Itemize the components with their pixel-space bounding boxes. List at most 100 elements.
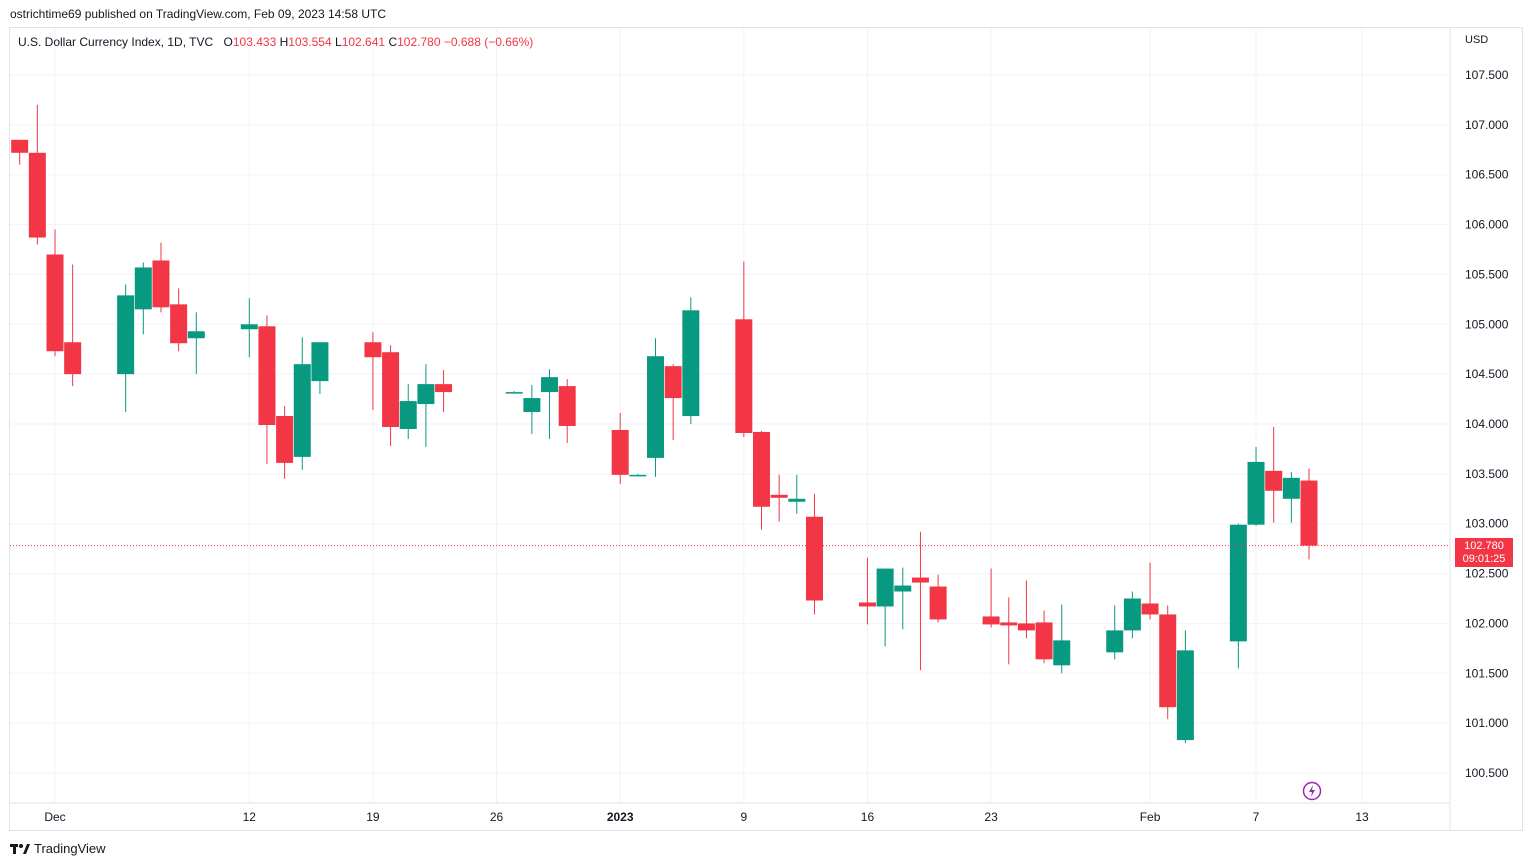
currency-label[interactable]: USD — [1465, 34, 1489, 46]
candle-body — [1176, 650, 1194, 741]
candle-body — [805, 516, 823, 601]
x-tick-label: 13 — [1355, 810, 1369, 824]
y-tick-label: 103.500 — [1465, 467, 1509, 481]
low-label: L — [335, 35, 342, 49]
y-tick-label: 107.000 — [1465, 118, 1509, 132]
y-tick-label: 102.500 — [1465, 567, 1509, 581]
high-label: H — [279, 35, 289, 49]
candle-body — [788, 498, 806, 502]
candle-body — [911, 577, 929, 583]
candle-body — [523, 398, 541, 413]
candle-body — [682, 310, 700, 417]
published-info: ostrichtime69 published on TradingView.c… — [10, 7, 386, 21]
x-tick-label: 9 — [740, 810, 747, 824]
candle-body — [152, 260, 170, 308]
candle-body — [1053, 640, 1071, 666]
candle-body — [134, 267, 152, 310]
candle-body — [11, 139, 29, 153]
x-tick-label: 2023 — [607, 810, 634, 824]
candle-body — [1000, 622, 1018, 626]
symbol-description[interactable]: U.S. Dollar Currency Index, 1D, TVC — [18, 35, 214, 49]
candle-body — [364, 342, 382, 358]
candle-body — [770, 494, 788, 498]
x-tick-label: 12 — [243, 810, 257, 824]
candle-body — [647, 356, 665, 458]
candle-body — [858, 602, 876, 607]
candle-body — [276, 416, 294, 463]
candle-body — [558, 386, 576, 426]
x-tick-label: 7 — [1253, 810, 1260, 824]
last-price-tag: 102.780 09:01:25 — [1455, 538, 1513, 567]
candle-body — [664, 366, 682, 399]
candle-body — [876, 568, 894, 607]
open-value: 103.433 — [232, 35, 277, 49]
high-value: 103.554 — [288, 35, 332, 49]
candle-body — [399, 401, 417, 429]
candle-body — [382, 352, 400, 427]
x-tick-label: 23 — [984, 810, 998, 824]
candle-body — [611, 429, 629, 475]
candle-body — [1159, 614, 1177, 708]
candle-body — [1141, 603, 1159, 615]
candle-body — [929, 586, 947, 620]
y-tick-label: 100.500 — [1465, 766, 1509, 780]
y-tick-label: 105.000 — [1465, 317, 1509, 331]
y-tick-label: 103.000 — [1465, 517, 1509, 531]
tradingview-brand[interactable]: TradingView — [10, 841, 106, 856]
candle-body — [1123, 598, 1141, 631]
candle-body — [1282, 477, 1300, 499]
candle-body — [240, 324, 258, 330]
candle-body — [894, 585, 912, 592]
candle-body — [28, 152, 46, 238]
close-label: C — [388, 35, 398, 49]
y-tick-label: 106.500 — [1465, 168, 1509, 182]
y-tick-label: 105.500 — [1465, 267, 1509, 281]
candle-body — [1265, 470, 1283, 491]
candle-body — [46, 254, 64, 352]
candle-body — [117, 295, 135, 375]
candle-body — [258, 326, 276, 425]
x-tick-label: 26 — [490, 810, 504, 824]
candle-body — [170, 304, 188, 344]
y-tick-label: 104.500 — [1465, 367, 1509, 381]
candle-body — [417, 384, 435, 405]
candle-body — [541, 377, 559, 393]
brand-name: TradingView — [34, 841, 106, 856]
y-tick-label: 102.000 — [1465, 616, 1509, 630]
candle-body — [64, 342, 82, 375]
y-tick-label: 101.500 — [1465, 666, 1509, 680]
tradingview-logo-icon — [10, 843, 30, 854]
last-price-value: 102.780 — [1464, 540, 1504, 552]
candle-body — [311, 342, 329, 382]
x-tick-label: 19 — [366, 810, 380, 824]
candle-body — [1106, 630, 1124, 653]
candle-body — [752, 431, 770, 507]
bar-countdown: 09:01:25 — [1462, 553, 1506, 565]
candle-body — [1229, 524, 1247, 642]
y-tick-label: 107.500 — [1465, 68, 1509, 82]
chart-frame[interactable] — [9, 27, 1523, 831]
candle-body — [1017, 623, 1035, 631]
candle-body — [982, 616, 1000, 625]
y-tick-label: 101.000 — [1465, 716, 1509, 730]
candle-body — [1035, 622, 1053, 660]
candle-body — [1247, 461, 1265, 525]
candle-body — [1300, 480, 1318, 546]
x-tick-label: Feb — [1140, 810, 1161, 824]
ohlc-legend: U.S. Dollar Currency Index, 1D, TVC O103… — [18, 35, 533, 49]
candle-body — [435, 384, 453, 393]
close-value: 102.780 — [397, 35, 441, 49]
y-tick-label: 104.000 — [1465, 417, 1509, 431]
x-tick-label: Dec — [44, 810, 65, 824]
candle-body — [735, 319, 753, 433]
candle-body — [293, 364, 311, 457]
lightning-bolt-icon[interactable] — [1302, 781, 1322, 801]
candle-body — [187, 331, 205, 339]
low-value: 102.641 — [341, 35, 386, 49]
y-tick-label: 106.000 — [1465, 218, 1509, 232]
open-label: O — [223, 35, 233, 49]
candle-body — [629, 474, 647, 477]
change-value: −0.688 (−0.66%) — [443, 35, 534, 49]
x-tick-label: 16 — [861, 810, 875, 824]
